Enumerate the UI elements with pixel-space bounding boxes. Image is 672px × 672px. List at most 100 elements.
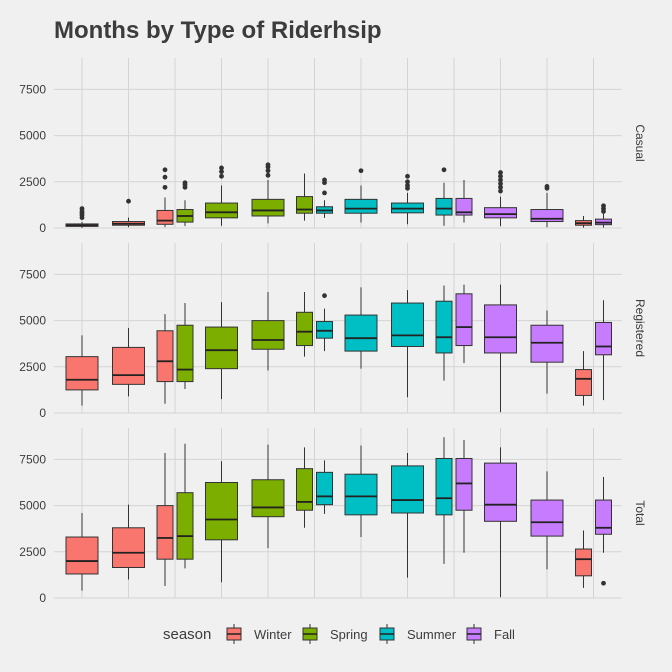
outlier-point (601, 580, 606, 586)
panel-registered: 0 2500 5000 7500 Registered (19, 243, 647, 420)
box-month-11-fall (530, 310, 564, 394)
box-iqr (455, 293, 473, 347)
legend-entry-summer: Summer (379, 624, 457, 644)
panel-background (54, 58, 622, 228)
y-tick-label: 2500 (19, 360, 46, 374)
box-month-6-spring (296, 291, 313, 357)
box-month-2-winter (112, 328, 145, 397)
box-iqr (484, 207, 517, 219)
box-iqr (251, 320, 285, 350)
box-iqr (156, 505, 174, 560)
box-month-12-fall (595, 476, 612, 586)
outlier-point (405, 183, 410, 188)
box-iqr (484, 304, 517, 354)
outlier-point (322, 177, 327, 183)
y-tick-label: 2500 (19, 545, 46, 559)
panel-casual: 0 2500 5000 7500 Casual (19, 58, 647, 235)
box-iqr (595, 499, 612, 535)
outlier-point (358, 168, 364, 174)
box-iqr (595, 321, 612, 356)
box-iqr (316, 321, 333, 339)
outlier-point (498, 181, 503, 187)
box-month-9-fall (455, 179, 473, 223)
box-iqr (435, 197, 453, 216)
box-month-8-summer (391, 452, 424, 578)
chart-title: Months by Type of Riderhsip (54, 17, 382, 44)
box-iqr (344, 198, 378, 214)
box-iqr (435, 457, 453, 516)
y-tick-label: 5000 (19, 499, 46, 513)
box-iqr (391, 302, 424, 347)
box-iqr (455, 457, 473, 511)
box-month-7-summer (344, 168, 378, 223)
y-tick-label: 7500 (19, 267, 46, 281)
box-month-3-spring (176, 303, 194, 389)
legend-entry-winter: Winter (226, 624, 292, 644)
box-month-6-summer (316, 177, 333, 218)
legend-entry-spring: Spring (302, 624, 368, 644)
box-month-2-winter (112, 198, 145, 228)
box-month-4-spring (205, 302, 238, 400)
outlier-point (219, 165, 224, 171)
box-iqr (112, 527, 145, 569)
box-iqr (156, 209, 174, 225)
outlier-point (162, 184, 168, 190)
y-tick-label: 0 (39, 406, 46, 420)
box-month-11-fall (530, 184, 564, 228)
box-iqr (530, 209, 564, 223)
box-month-10-fall (484, 170, 517, 227)
box-iqr (391, 465, 424, 514)
box-iqr (296, 468, 313, 511)
box-month-1-winter (65, 206, 99, 228)
box-month-6-summer (316, 293, 333, 352)
box-iqr (205, 326, 238, 370)
box-iqr (484, 462, 517, 522)
box-iqr (65, 356, 99, 391)
panel-total: 0 2500 5000 7500 Total (19, 428, 647, 605)
outlier-point (441, 167, 447, 173)
box-month-11-fall (530, 471, 564, 570)
box-iqr (65, 536, 99, 575)
outlier-point (498, 177, 503, 183)
box-month-12-winter (575, 215, 592, 228)
legend: season Winter Spring Summer Fall (163, 624, 515, 644)
outlier-point (162, 174, 168, 180)
outlier-point (219, 169, 224, 175)
box-month-9-summer (435, 285, 453, 381)
box-month-9-summer (435, 437, 453, 564)
legend-label: Fall (494, 627, 515, 642)
box-month-12-winter (575, 351, 592, 406)
outlier-point (79, 206, 85, 211)
box-month-6-spring (296, 173, 313, 221)
y-tick-label: 0 (39, 591, 46, 605)
y-tick-label: 2500 (19, 175, 46, 189)
panel-background (54, 428, 622, 598)
box-month-5-spring (251, 444, 285, 549)
box-month-4-spring (205, 165, 238, 226)
y-tick-label: 5000 (19, 314, 46, 328)
outlier-point (126, 198, 131, 204)
box-iqr (251, 479, 285, 518)
legend-label: Summer (407, 627, 457, 642)
box-month-10-fall (484, 447, 517, 598)
box-month-2-winter (112, 504, 145, 580)
legend-entry-fall: Fall (466, 624, 515, 644)
facet-strip-label: Casual (633, 124, 647, 161)
box-iqr (112, 346, 145, 385)
y-tick-label: 0 (39, 221, 46, 235)
box-iqr (435, 300, 453, 354)
box-iqr (530, 324, 564, 363)
box-month-8-summer (391, 290, 424, 398)
box-month-6-summer (316, 460, 333, 514)
box-iqr (156, 330, 174, 383)
outlier-point (265, 162, 271, 168)
facet-panels: 0 2500 5000 7500 Casual 0 2500 5000 7500 Register… (19, 58, 647, 605)
box-month-12-fall (595, 300, 612, 401)
outlier-point (219, 173, 224, 179)
outlier-point (544, 184, 550, 189)
outlier-point (601, 203, 606, 209)
outlier-point (265, 168, 271, 174)
box-month-4-spring (205, 461, 238, 583)
box-iqr (251, 198, 285, 217)
box-iqr (316, 471, 333, 506)
